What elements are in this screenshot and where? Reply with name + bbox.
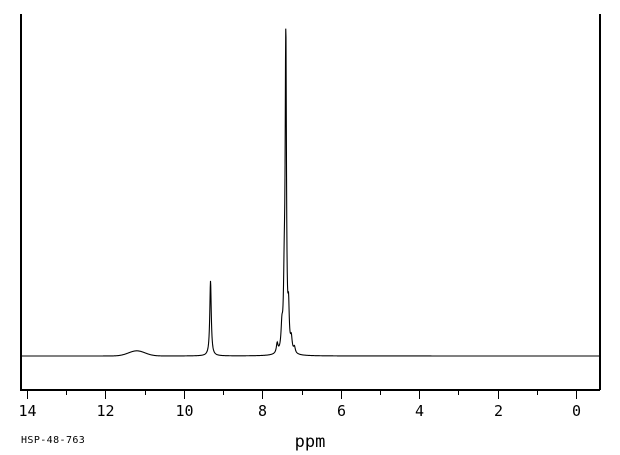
tick-label-4: 4 [415, 402, 424, 420]
tick-label-8: 8 [258, 402, 267, 420]
tick-label-12: 12 [96, 402, 114, 420]
x-axis-title: ppm [295, 432, 326, 452]
axis-tick-labels: 14 12 10 8 6 4 2 0 [18, 402, 581, 420]
tick-label-6: 6 [337, 402, 346, 420]
tick-label-0: 0 [572, 402, 581, 420]
nmr-trace-line [22, 28, 599, 357]
tick-label-2: 2 [494, 402, 503, 420]
axis-tick-marks [26, 390, 578, 399]
axis-frame-lines [20, 14, 601, 391]
tick-label-10: 10 [175, 402, 193, 420]
spectrum-id-label: HSP-48-763 [21, 435, 85, 446]
spectrum-trace-group [22, 28, 599, 357]
plot-frame [20, 14, 601, 391]
tick-label-14: 14 [18, 402, 36, 420]
